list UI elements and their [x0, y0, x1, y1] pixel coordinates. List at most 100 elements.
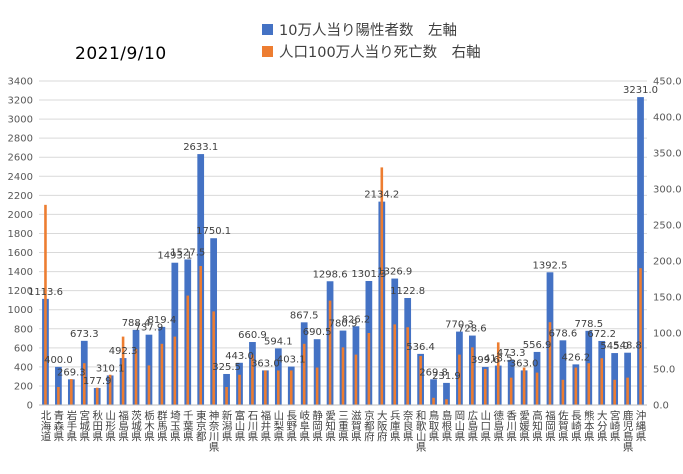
category-tick-label: 長野県 — [285, 410, 297, 442]
data-label: 473.3 — [497, 348, 526, 359]
data-label: 1301.3 — [351, 269, 386, 280]
bar-deaths — [587, 363, 591, 405]
right-axis-tick-label: 0.0 — [653, 401, 669, 412]
bar-deaths — [419, 356, 422, 405]
data-label: 1493.1 — [157, 251, 192, 262]
category-tick-label: 長崎県 — [570, 410, 582, 442]
left-axis-tick-label: 1400 — [8, 267, 33, 278]
category-tick-label: 大分県 — [596, 409, 608, 442]
bar-deaths — [639, 268, 642, 405]
left-axis-tick-label: 2200 — [8, 191, 33, 202]
category-tick-label: 富山県 — [234, 409, 246, 442]
data-label: 780.9 — [329, 319, 358, 330]
bar-deaths — [432, 397, 435, 405]
bar-positives — [611, 353, 619, 405]
category-tick-label: 新潟県 — [221, 409, 233, 442]
data-label: 399.6 — [471, 355, 500, 366]
legend-label-positives: 10万人当り陽性者数 左軸 — [279, 22, 457, 39]
data-label: 1298.6 — [313, 269, 348, 280]
bar-deaths — [600, 358, 604, 405]
category-tick-label: 和歌山県 — [415, 410, 427, 453]
category-tick-label: 岩手県 — [65, 409, 77, 442]
category-tick-label: 神奈川県 — [208, 409, 220, 453]
bar-deaths — [108, 374, 112, 405]
bar-deaths — [238, 374, 241, 405]
category-tick-label: 山梨県 — [272, 410, 284, 442]
left-axis-tick-label: 1800 — [8, 229, 33, 240]
left-axis-tick-label: 600 — [14, 343, 33, 354]
category-tick-label: 岐阜県 — [298, 409, 310, 442]
bar-deaths — [445, 399, 448, 405]
right-axis-tick-label: 350.0 — [653, 149, 682, 160]
data-label: 492.3 — [109, 346, 138, 357]
bar-deaths — [561, 379, 565, 405]
data-label: 403.1 — [277, 355, 306, 366]
category-tick-label: 徳島県 — [492, 409, 504, 442]
bar-positives — [559, 340, 567, 405]
left-axis-tick-label: 2000 — [8, 210, 33, 221]
data-label: 673.3 — [70, 329, 99, 340]
data-label: 556.9 — [523, 340, 552, 351]
data-label: 678.6 — [549, 328, 578, 339]
category-tick-label: 鳥取県 — [428, 409, 440, 442]
bar-deaths — [44, 204, 47, 405]
legend-swatch-deaths — [262, 45, 273, 57]
data-label: 1750.1 — [196, 226, 231, 237]
data-label: 1326.9 — [377, 267, 412, 278]
bar-deaths — [574, 367, 578, 405]
data-label: 728.6 — [458, 324, 487, 335]
data-label: 1113.6 — [28, 287, 63, 298]
bar-deaths — [328, 300, 332, 405]
right-axis-tick-label: 100.0 — [653, 329, 682, 340]
data-label: 770.3 — [445, 320, 474, 331]
bar-deaths — [458, 354, 461, 405]
left-axis-tick-label: 2400 — [8, 172, 33, 183]
bar-deaths — [95, 387, 99, 405]
category-tick-label: 山口県 — [479, 410, 491, 442]
category-tick-label: 埼玉県 — [169, 409, 181, 442]
data-label: 819.4 — [148, 315, 177, 326]
category-tick-label: 福井県 — [259, 409, 271, 442]
category-tick-label: 秋田県 — [91, 409, 103, 442]
category-tick-label: 京都府 — [363, 409, 375, 442]
category-tick-label: 宮城県 — [78, 409, 90, 442]
bar-deaths — [134, 348, 138, 405]
category-tick-label: 愛知県 — [324, 409, 336, 442]
data-label: 177.9 — [83, 376, 112, 387]
bar-deaths — [471, 347, 474, 405]
right-axis-tick-label: 50.0 — [653, 365, 675, 376]
bar-deaths — [548, 322, 552, 405]
category-tick-label: 滋賀県 — [350, 409, 362, 442]
category-tick-label: 奈良県 — [402, 409, 414, 442]
category-tick-label: 石川県 — [246, 410, 258, 442]
right-axis-tick-label: 450.0 — [653, 77, 682, 88]
category-tick-label: 福岡県 — [544, 409, 556, 442]
bar-deaths — [613, 379, 616, 405]
bar-deaths — [121, 336, 125, 405]
left-axis-tick-label: 400 — [14, 362, 33, 373]
bar-positives — [171, 262, 179, 405]
data-label: 660.9 — [238, 330, 267, 341]
category-tick-label: 熊本県 — [583, 409, 595, 442]
category-tick-label: 佐賀県 — [557, 409, 569, 442]
bar-deaths — [277, 370, 280, 405]
data-label: 310.1 — [96, 363, 125, 374]
bar-deaths — [393, 324, 397, 405]
data-label: 536.4 — [406, 342, 435, 353]
data-label: 867.5 — [290, 310, 319, 321]
data-label: 1392.5 — [532, 260, 567, 271]
bar-deaths — [186, 295, 190, 405]
category-tick-label: 愛媛県 — [518, 409, 530, 442]
bar-deaths — [160, 343, 164, 405]
category-tick-label: 千葉県 — [182, 410, 194, 442]
data-label: 548.8 — [613, 341, 642, 352]
bar-positives — [637, 97, 644, 405]
left-axis-tick-label: 0 — [27, 401, 33, 412]
bar-deaths — [212, 311, 215, 405]
data-label: 426.2 — [562, 352, 591, 363]
data-label: 2633.1 — [183, 142, 218, 153]
category-tick-label: 島根県 — [440, 409, 452, 442]
left-axis-tick-label: 1600 — [8, 248, 33, 259]
bar-deaths — [57, 387, 60, 405]
data-label: 231.9 — [432, 371, 461, 382]
